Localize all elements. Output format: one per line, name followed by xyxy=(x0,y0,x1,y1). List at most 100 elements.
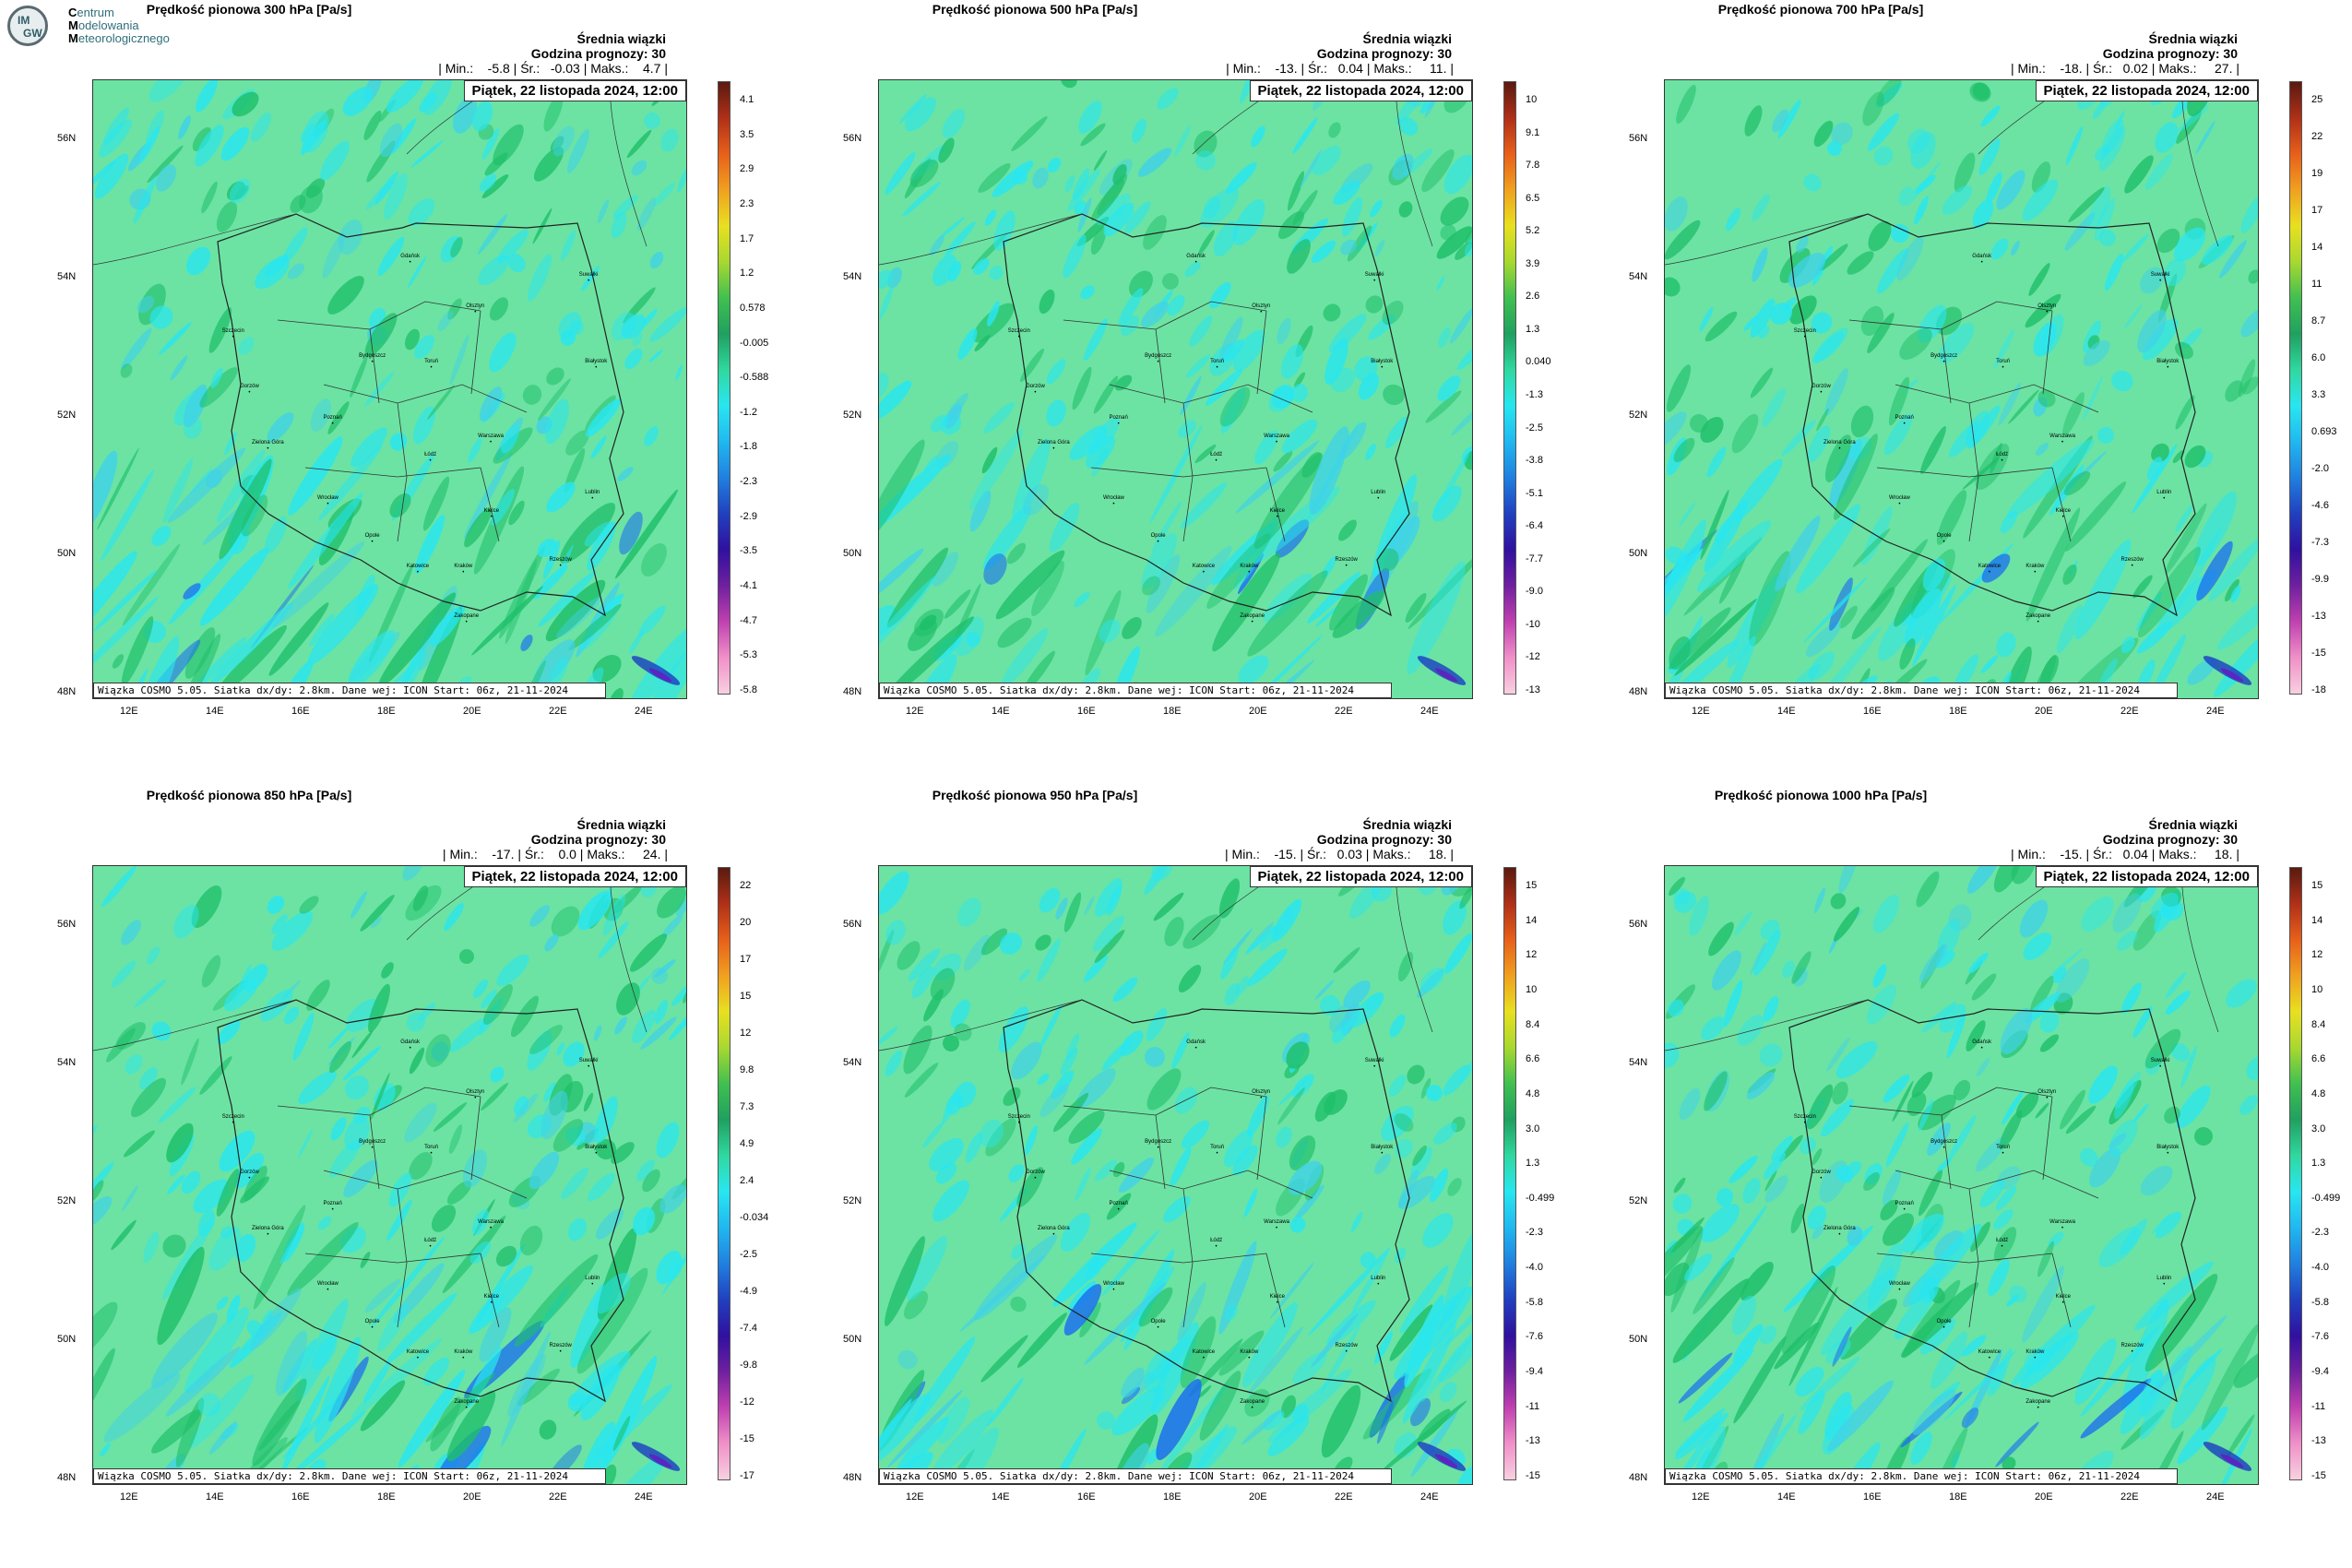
colorbar-tick-label: -3.8 xyxy=(1526,455,1543,467)
city-dot: • xyxy=(2167,365,2169,372)
city-name: Kielce xyxy=(483,507,499,514)
city-dot: • xyxy=(1838,445,1841,452)
city-marker: Suwałki • xyxy=(1365,272,1384,285)
city-dot: • xyxy=(1345,564,1348,570)
city-dot: • xyxy=(474,309,477,315)
city-dot: • xyxy=(2159,279,2162,285)
city-name: Toruń xyxy=(1210,1145,1225,1151)
city-marker: Poznań • xyxy=(1895,1201,1913,1214)
city-name: Rzeszów xyxy=(1335,557,1358,564)
city-dot: • xyxy=(1157,1324,1159,1331)
forecast-map: Piątek, 22 listopada 2024, 12:00 Wiązka … xyxy=(1664,79,2259,699)
city-name: Szczecin xyxy=(1793,327,1816,334)
city-dot: • xyxy=(267,1231,269,1238)
lat-label: 48N xyxy=(1629,686,1648,697)
city-marker: Zakopane • xyxy=(454,613,479,626)
city-dot: • xyxy=(1803,1120,1806,1126)
city-dot: • xyxy=(1988,570,1990,576)
city-marker: Poznań • xyxy=(1109,415,1127,428)
colorbar-tick-label: -7.6 xyxy=(2311,1331,2329,1343)
city-dot: • xyxy=(1381,1151,1384,1158)
city-marker: Olsztyn • xyxy=(1252,303,1270,316)
city-marker: Poznań • xyxy=(1109,1201,1127,1214)
city-name: Kielce xyxy=(483,1293,499,1300)
city-dot: • xyxy=(1017,1120,1020,1126)
city-marker: Katowice • xyxy=(407,1349,429,1362)
city-dot: • xyxy=(331,1206,334,1213)
colorbar-tick-label: -7.3 xyxy=(2311,537,2329,548)
city-name: Rzeszów xyxy=(549,557,572,564)
date-label: Piątek, 22 listopada 2024, 12:00 xyxy=(2035,866,2258,887)
colorbar xyxy=(2289,867,2302,1480)
city-dot: • xyxy=(1202,1356,1205,1362)
colorbar-tick-label: 14 xyxy=(2311,914,2323,926)
city-dot: • xyxy=(1898,502,1901,508)
city-marker: Szczecin • xyxy=(1794,328,1816,341)
colorbar-tick-label: -15 xyxy=(2311,647,2326,659)
lon-label: 16E xyxy=(1077,706,1096,717)
date-label: Piątek, 22 listopada 2024, 12:00 xyxy=(463,80,686,101)
city-marker: Kielce • xyxy=(2056,1294,2071,1307)
city-name: Łódź xyxy=(1996,1238,2009,1244)
colorbar-tick-label: -4.9 xyxy=(740,1286,757,1297)
lat-label: 56N xyxy=(57,919,77,930)
colorbar-tick-label: -0.034 xyxy=(740,1212,769,1223)
city-name: Katowice xyxy=(1978,564,2002,570)
city-dot: • xyxy=(1276,1300,1278,1306)
city-dot: • xyxy=(409,1046,411,1052)
lat-label: 48N xyxy=(843,686,862,697)
lat-label: 52N xyxy=(1629,1195,1648,1206)
city-dot: • xyxy=(430,1151,433,1158)
city-marker: Toruń • xyxy=(1210,1145,1224,1158)
city-marker: Kraków • xyxy=(454,564,472,576)
city-marker: Gorzów • xyxy=(1026,384,1045,397)
lat-label: 56N xyxy=(843,919,862,930)
colorbar-tick-label: -4.1 xyxy=(740,580,757,592)
city-dot: • xyxy=(1381,365,1384,372)
lon-label: 12E xyxy=(120,706,138,717)
city-name: Białystok xyxy=(585,359,608,365)
city-marker: Kielce • xyxy=(1270,1294,1285,1307)
city-name: Kraków xyxy=(454,564,473,570)
city-name: Gorzów xyxy=(1026,384,1045,390)
city-dot: • xyxy=(1345,1349,1348,1356)
city-marker: Wrocław • xyxy=(1889,495,1910,508)
panel-title: Prędkość pionowa 1000 hPa [Pa/s] xyxy=(1714,788,1928,802)
lat-label: 54N xyxy=(843,271,862,282)
city-dot: • xyxy=(1276,514,1278,520)
city-marker: Białystok • xyxy=(2156,1145,2179,1158)
city-name: Łódź xyxy=(424,1238,437,1244)
city-name: Suwałki xyxy=(1364,1058,1384,1064)
city-dot: • xyxy=(2061,440,2064,446)
city-name: Gorzów xyxy=(240,384,259,390)
city-name: Warszawa xyxy=(1264,434,1289,440)
city-name: Opole xyxy=(1150,1318,1166,1324)
colorbar-tick-label: -4.0 xyxy=(1526,1262,1543,1274)
city-name: Toruń xyxy=(424,359,439,365)
lon-label: 22E xyxy=(2120,706,2139,717)
city-name: Kielce xyxy=(2055,507,2071,514)
city-name: Zakopane xyxy=(454,1398,480,1405)
city-marker: Gdańsk • xyxy=(1186,1039,1206,1052)
city-marker: Olsztyn • xyxy=(2037,1089,2056,1102)
city-marker: Opole • xyxy=(1937,533,1952,546)
colorbar-tick-label: 8.7 xyxy=(2311,315,2326,327)
lon-label: 22E xyxy=(1335,706,1353,717)
city-dot: • xyxy=(490,1300,493,1306)
city-marker: Szczecin • xyxy=(222,1114,244,1127)
lat-label: 56N xyxy=(843,133,862,144)
colorbar xyxy=(718,867,731,1480)
city-name: Suwałki xyxy=(2150,1058,2170,1064)
city-name: Warszawa xyxy=(478,434,504,440)
city-name: Bydgoszcz xyxy=(1930,1138,1958,1145)
map-field xyxy=(879,80,1472,698)
colorbar-tick-label: -15 xyxy=(2311,1470,2326,1481)
city-name: Warszawa xyxy=(2049,1219,2075,1226)
city-name: Katowice xyxy=(1192,1349,1216,1356)
city-marker: Wrocław • xyxy=(1889,1281,1910,1294)
colorbar-tick-label: -4.0 xyxy=(2311,1262,2329,1274)
city-marker: Katowice • xyxy=(1193,564,1215,576)
city-name: Rzeszów xyxy=(2120,1343,2144,1349)
city-name: Kielce xyxy=(2055,1293,2071,1300)
city-dot: • xyxy=(371,359,374,365)
